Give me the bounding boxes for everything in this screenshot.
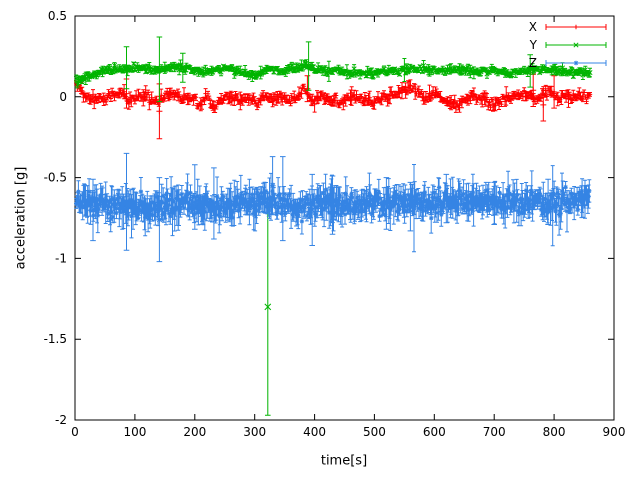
y-tick-label: -1.5 [44,332,67,346]
x-tick-label: 800 [543,425,566,439]
x-series-errorbars [74,73,592,140]
x-tick-label: 0 [71,425,79,439]
x-tick-label: 600 [423,425,446,439]
x-axis-title: time[s] [320,453,368,469]
x-tick-label: 900 [603,425,626,439]
plot-border [74,15,615,421]
legend-sample-z [545,60,607,66]
z-series [74,152,592,263]
legend-sample-x [545,24,607,30]
y-tick-label: 0.5 [48,9,67,23]
x-tick-label: 400 [303,425,326,439]
legend-label-z: Z [529,56,537,70]
x-tick-label: 700 [483,425,506,439]
y-tick-label: -2 [55,413,67,427]
z-series-markers [74,182,592,224]
x-tick-label: 200 [183,425,206,439]
y-axis-title: acceleration [g] [13,166,29,270]
y-series-markers [74,60,593,311]
y-tick-label: 0 [59,90,67,104]
legend-label-x: X [529,20,537,34]
x-tick-label: 300 [243,425,266,439]
y-tick-label: -1 [55,251,67,265]
legend-label-y: Y [529,38,538,52]
y-series [74,36,593,416]
x-tick-label: 500 [363,425,386,439]
legend: XYZ [529,20,607,70]
y-tick-label: -0.5 [44,171,67,185]
x-tick-label: 100 [123,425,146,439]
legend-sample-y [545,42,607,48]
x-series [74,73,593,140]
